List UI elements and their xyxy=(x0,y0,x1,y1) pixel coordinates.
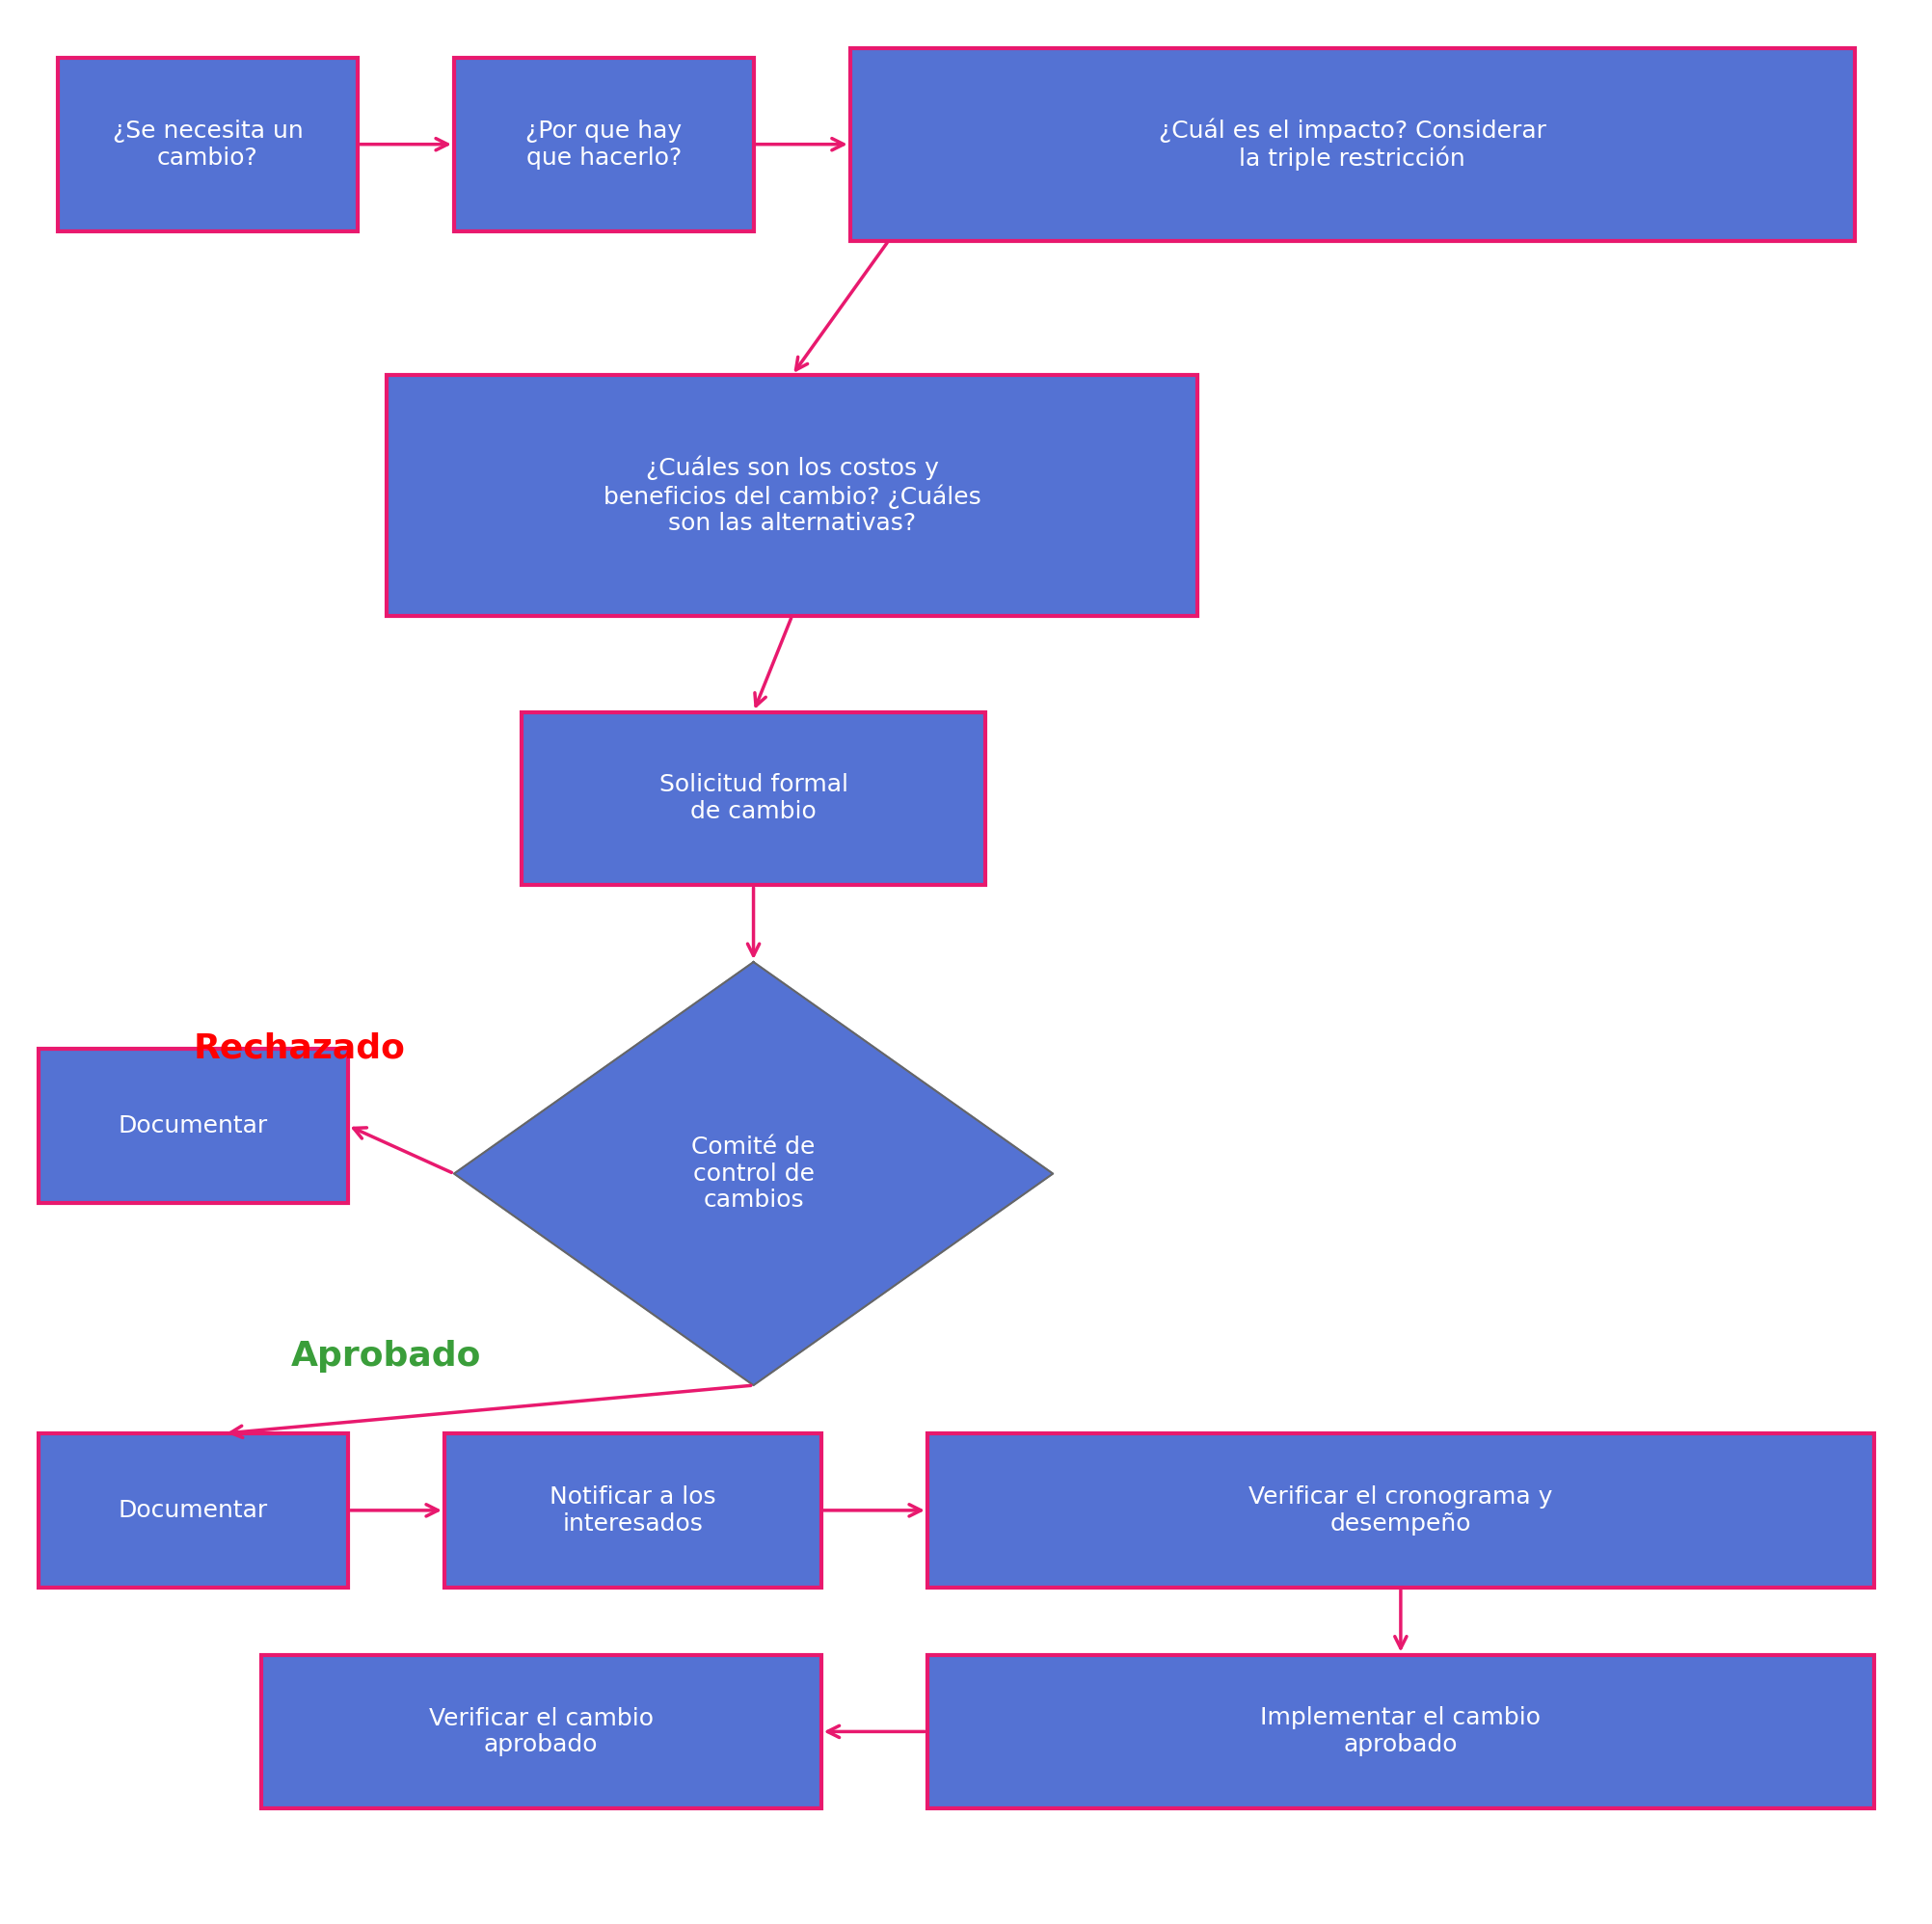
Text: ¿Por que hay
que hacerlo?: ¿Por que hay que hacerlo? xyxy=(526,119,682,169)
FancyBboxPatch shape xyxy=(444,1433,821,1587)
FancyBboxPatch shape xyxy=(261,1655,821,1809)
Text: Rechazado: Rechazado xyxy=(193,1031,406,1066)
FancyBboxPatch shape xyxy=(927,1433,1874,1587)
FancyBboxPatch shape xyxy=(927,1655,1874,1809)
Polygon shape xyxy=(454,962,1053,1385)
Text: ¿Cuáles son los costos y
beneficios del cambio? ¿Cuáles
son las alternativas?: ¿Cuáles son los costos y beneficios del … xyxy=(603,456,981,535)
FancyBboxPatch shape xyxy=(58,58,357,231)
Text: ¿Cuál es el impacto? Considerar
la triple restricción: ¿Cuál es el impacto? Considerar la tripl… xyxy=(1159,117,1546,171)
FancyBboxPatch shape xyxy=(386,375,1198,616)
Text: ¿Se necesita un
cambio?: ¿Se necesita un cambio? xyxy=(112,119,303,169)
Text: Verificar el cronograma y
desempeño: Verificar el cronograma y desempeño xyxy=(1248,1485,1553,1535)
Text: Documentar: Documentar xyxy=(118,1114,269,1137)
Text: Aprobado: Aprobado xyxy=(292,1339,481,1374)
Text: Solicitud formal
de cambio: Solicitud formal de cambio xyxy=(659,773,848,823)
FancyBboxPatch shape xyxy=(39,1049,348,1202)
FancyBboxPatch shape xyxy=(522,712,985,885)
Text: Verificar el cambio
aprobado: Verificar el cambio aprobado xyxy=(429,1707,653,1757)
FancyBboxPatch shape xyxy=(39,1433,348,1587)
FancyBboxPatch shape xyxy=(454,58,753,231)
Text: Comité de
control de
cambios: Comité de control de cambios xyxy=(692,1135,815,1212)
FancyBboxPatch shape xyxy=(850,48,1855,241)
Text: Notificar a los
interesados: Notificar a los interesados xyxy=(549,1485,717,1535)
Text: Documentar: Documentar xyxy=(118,1499,269,1522)
Text: Implementar el cambio
aprobado: Implementar el cambio aprobado xyxy=(1260,1707,1542,1757)
